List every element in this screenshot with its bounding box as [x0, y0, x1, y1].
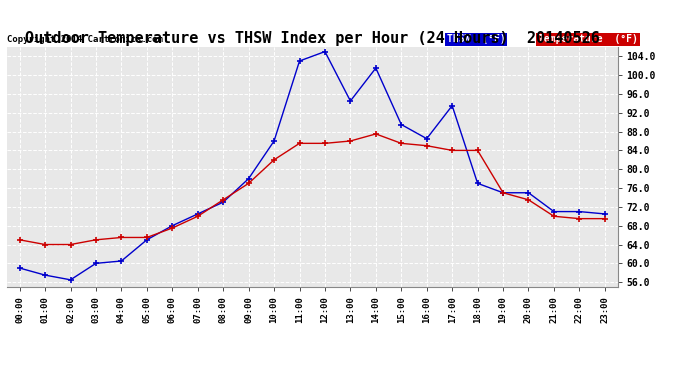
Text: Copyright 2014 Cartronics.com: Copyright 2014 Cartronics.com: [7, 36, 163, 45]
Text: Temperature  (°F): Temperature (°F): [538, 34, 638, 45]
Title: Outdoor Temperature vs THSW Index per Hour (24 Hours)  20140526: Outdoor Temperature vs THSW Index per Ho…: [25, 31, 600, 46]
Text: THSW  (°F): THSW (°F): [446, 34, 505, 45]
